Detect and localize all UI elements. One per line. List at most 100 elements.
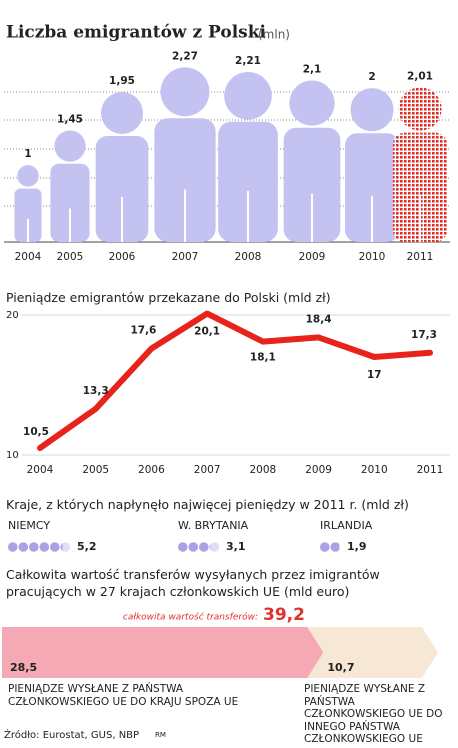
dot <box>8 542 18 552</box>
x-tick-label: 2005 <box>82 464 109 476</box>
figure-gap <box>69 208 71 242</box>
chart-title: Liczba emigrantów z Polski <box>6 23 267 43</box>
figure-head <box>398 87 442 131</box>
x-tick-label: 2011 <box>417 464 444 476</box>
dot <box>320 542 330 552</box>
x-tick-label: 2008 <box>235 251 262 263</box>
segment-description: PIENIĄDZE WYSŁANE Z PAŃSTWA CZŁONKOWSKIE… <box>304 683 443 745</box>
dot <box>50 542 60 552</box>
dot <box>178 542 188 552</box>
figure-head <box>289 80 335 126</box>
dot <box>209 542 220 552</box>
x-tick-label: 2006 <box>109 251 136 263</box>
figure-head <box>54 130 86 162</box>
figure-body <box>14 188 42 242</box>
value-label: 10,5 <box>23 426 49 438</box>
figure-head <box>160 67 210 117</box>
x-tick-label: 2007 <box>194 464 221 476</box>
transfer-title: Całkowita wartość transferów wysyłanych … <box>6 567 380 599</box>
value-label: 1,95 <box>109 75 135 87</box>
figure-head <box>224 72 272 120</box>
figure-body <box>154 118 216 242</box>
credit: RM <box>155 731 166 739</box>
line <box>37 310 433 451</box>
dots-title: Kraje, z których napłynęło najwięcej pie… <box>6 497 409 512</box>
category-label: W. BRYTANIA <box>178 519 249 532</box>
figure-gap <box>27 218 29 242</box>
value-label: 2,01 <box>407 70 433 82</box>
value-label: 10,7 <box>327 661 354 674</box>
value-label: 17 <box>367 369 382 381</box>
person-figure <box>154 67 216 242</box>
figure-head <box>350 88 394 132</box>
value-label: 20,1 <box>194 326 220 338</box>
value-label: 2 <box>368 71 375 83</box>
x-tick-label: 2009 <box>299 251 326 263</box>
dot <box>60 542 71 552</box>
total-label: całkowita wartość transferów: <box>123 612 258 623</box>
figure-body <box>50 163 90 242</box>
person-figure <box>50 130 90 242</box>
x-tick-label: 2004 <box>15 251 42 263</box>
figure-body <box>345 133 399 242</box>
segment <box>307 627 438 678</box>
figure-head <box>101 92 143 134</box>
x-tick-label: 2010 <box>361 464 388 476</box>
dot <box>18 542 29 552</box>
figure-gap <box>247 191 249 242</box>
figure-gap <box>419 195 421 242</box>
dot-group <box>8 542 71 552</box>
chart-subtitle: (mln) <box>258 28 290 42</box>
x-tick-label: 2008 <box>249 464 276 476</box>
person-figure <box>345 88 399 242</box>
dot-part <box>330 542 340 552</box>
value-label: 18,1 <box>250 352 276 364</box>
segment-description: PIENIĄDZE WYSŁANE Z PAŃSTWA CZŁONKOWSKIE… <box>8 683 239 708</box>
dot <box>199 542 209 552</box>
category-label: IRLANDIA <box>320 519 373 532</box>
figure-gap <box>371 195 373 242</box>
y-tick-label: 10 <box>6 450 19 461</box>
x-tick-label: 2010 <box>359 251 386 263</box>
value-label: 1,45 <box>57 113 83 125</box>
figure-head <box>17 165 39 187</box>
figure-gap <box>184 189 186 242</box>
value-label: 5,2 <box>77 540 97 553</box>
dot-part <box>60 543 63 551</box>
figure-body <box>218 121 278 242</box>
dot <box>188 542 199 552</box>
figure-gap <box>311 193 313 242</box>
segment <box>2 627 324 678</box>
value-label: 17,6 <box>130 325 156 337</box>
value-label: 1,9 <box>347 540 367 553</box>
dot-group <box>178 542 220 552</box>
value-label: 2,1 <box>303 63 322 75</box>
value-label: 2,21 <box>235 55 261 67</box>
person-figure <box>218 72 278 242</box>
dot <box>39 542 50 552</box>
figure-body <box>95 136 149 242</box>
source: Źródło: Eurostat, GUS, NBP <box>4 728 139 741</box>
value-label: 28,5 <box>10 661 37 674</box>
figure-body <box>283 127 341 242</box>
x-tick-label: 2006 <box>138 464 165 476</box>
x-tick-label: 2007 <box>172 251 199 263</box>
value-label: 3,1 <box>226 540 246 553</box>
dot-part <box>209 544 211 550</box>
value-label: 1 <box>24 148 31 160</box>
person-figure <box>283 80 341 242</box>
x-tick-label: 2005 <box>57 251 84 263</box>
value-label: 2,27 <box>172 50 198 62</box>
value-label: 13,3 <box>83 385 109 397</box>
person-figure <box>95 92 149 242</box>
dot <box>29 542 39 552</box>
value-label: 18,4 <box>306 313 332 325</box>
line-title: Pieniądze emigrantów przekazane do Polsk… <box>6 290 331 305</box>
y-tick-label: 20 <box>6 310 19 321</box>
person-figure <box>14 165 42 242</box>
value-label: 17,3 <box>411 329 437 341</box>
total-value: 39,2 <box>263 605 305 625</box>
x-tick-label: 2004 <box>27 464 54 476</box>
